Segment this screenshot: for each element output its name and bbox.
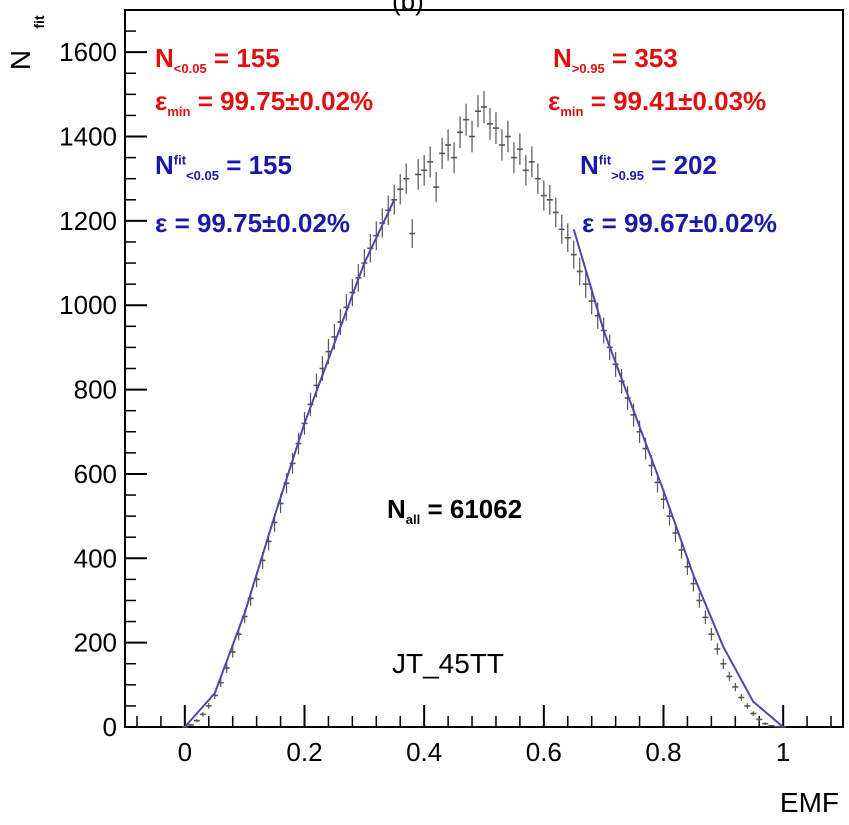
left-eps-min: εmin = 99.75±0.02% <box>155 86 374 120</box>
right-eps-min: εmin = 99.41±0.03% <box>548 86 767 120</box>
right-n-fit: Nfit>0.95 = 202 <box>580 150 717 184</box>
y-tick-label: 800 <box>74 375 117 405</box>
x-axis-label: EMF <box>780 787 839 818</box>
y-tick-label: 200 <box>74 628 117 658</box>
y-tick-label: 1000 <box>59 290 117 320</box>
y-axis-label-sup: fit <box>31 15 47 29</box>
x-tick-label: 0.8 <box>645 737 681 767</box>
y-tick-label: 1600 <box>59 37 117 67</box>
y-tick-label: 1200 <box>59 206 117 236</box>
left-eps: ε = 99.75±0.02% <box>155 208 351 238</box>
fit-curve-left <box>184 199 396 728</box>
x-tick-label: 0.2 <box>286 737 322 767</box>
y-tick-label: 600 <box>74 459 117 489</box>
left-n-fit: Nfit<0.05 = 155 <box>155 150 292 184</box>
fit-curve-right <box>572 229 784 728</box>
n-all-label: Nall = 61062 <box>387 494 523 528</box>
y-tick-label: 1400 <box>59 122 117 152</box>
right-eps: ε = 99.67±0.02% <box>582 208 778 238</box>
left-n-threshold: N<0.05 = 155 <box>155 43 280 77</box>
trigger-label: JT_45TT <box>392 648 505 679</box>
x-tick-label: 0.4 <box>406 737 442 767</box>
x-tick-label: 0.6 <box>526 737 562 767</box>
top-partial-label: (b) <box>392 0 424 16</box>
right-n-threshold: N>0.95 = 353 <box>553 43 678 77</box>
x-tick-label: 0 <box>178 737 192 767</box>
y-axis-label: N <box>5 50 36 70</box>
y-tick-label: 0 <box>103 712 117 742</box>
y-tick-label: 400 <box>74 543 117 573</box>
x-tick-label: 1 <box>776 737 790 767</box>
